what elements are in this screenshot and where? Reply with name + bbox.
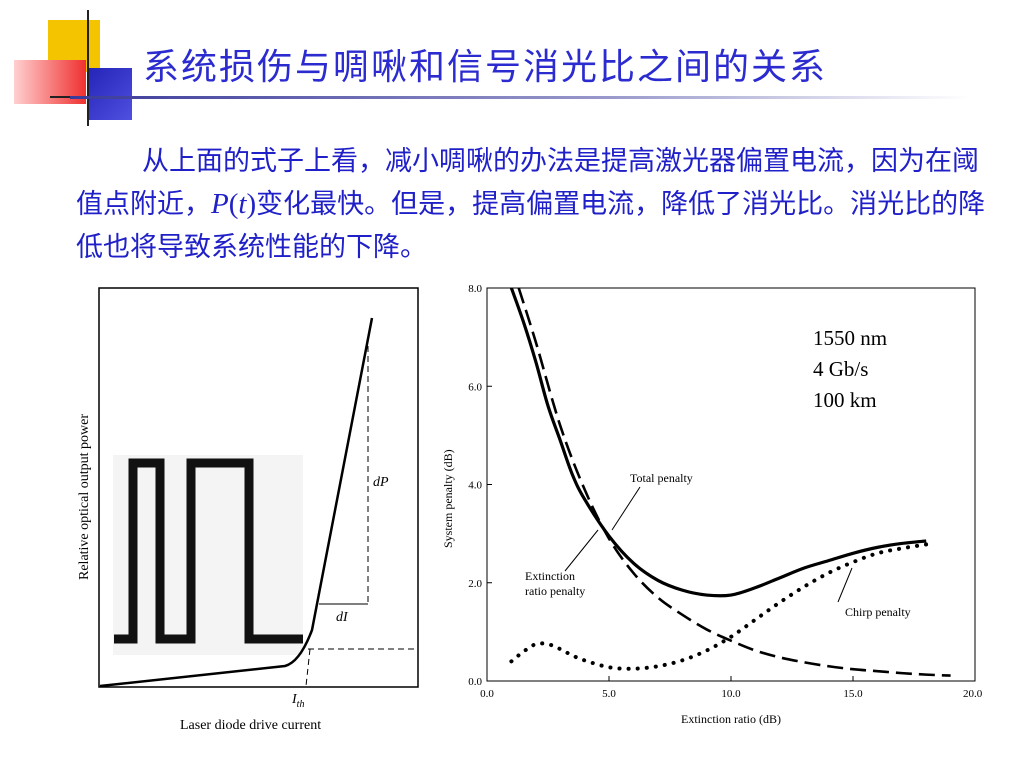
- chart-plot-frame: [486, 287, 976, 682]
- body-paragraph: 从上面的式子上看，减小啁啾的办法是提高激光器偏置电流，因为在阈值点附近，P(t)…: [76, 140, 988, 269]
- pi-diagram-frame: [98, 287, 419, 688]
- info-wavelength: 1550 nm: [813, 326, 888, 350]
- x-tick-label: 10.0: [721, 688, 741, 700]
- pi-curve: [99, 317, 374, 688]
- label-ith: Ith: [291, 692, 304, 710]
- info-bitrate: 4 Gb/s: [813, 357, 869, 381]
- chart-ylabel: System penalty (dB): [441, 449, 455, 548]
- y-tick-label: 0.0: [468, 676, 482, 688]
- label-dp: dP: [373, 475, 389, 490]
- square-waveform: [114, 458, 303, 644]
- para-symbol-t: t: [238, 188, 247, 220]
- para-symbol-P: P: [211, 188, 229, 220]
- pi-xlabel: Laser diode drive current: [180, 718, 321, 733]
- y-tick-label: 6.0: [468, 381, 482, 393]
- y-tick-label: 2.0: [468, 578, 482, 590]
- deco-vertical-line: [87, 10, 89, 126]
- annot-extinction-line2: ratio penalty: [525, 584, 585, 598]
- info-distance: 100 km: [813, 388, 877, 412]
- x-tick-label: 0.0: [480, 688, 494, 700]
- annot-total-arrow: [611, 486, 641, 531]
- pi-ylabel: Relative optical output power: [77, 414, 92, 580]
- title-underline: [70, 96, 970, 99]
- chart-xlabel: Extinction ratio (dB): [681, 712, 781, 726]
- para-text-1: 从上面的式子上看，减小啁啾的办法是提高激光器偏置电流，因为在阈值点附近，: [76, 146, 979, 220]
- chart-info-block: 1550 nm 4 Gb/s 100 km: [813, 323, 887, 416]
- waveform-photo: [113, 455, 303, 655]
- deco-blue-block: [88, 68, 132, 120]
- annot-total-penalty: Total penalty: [630, 471, 693, 485]
- x-tick-label: 5.0: [602, 688, 616, 700]
- para-text-2: 变化最快。但是，提高偏置电流，降低了消光比。消光比的降低也将导致系统性能的下降。: [76, 189, 986, 263]
- annot-chirp-arrow: [837, 567, 853, 603]
- para-paren-close: ): [246, 188, 257, 220]
- threshold-dashed-v: [305, 648, 311, 687]
- x-tick-label: 20.0: [963, 688, 983, 700]
- x-tick-label: 15.0: [843, 688, 863, 700]
- annot-chirp-penalty: Chirp penalty: [845, 605, 911, 619]
- para-paren-open: (: [228, 188, 239, 220]
- series-line-dotted: [509, 542, 929, 671]
- annot-extinction-line1: Extinction: [525, 569, 575, 583]
- y-tick-label: 4.0: [468, 480, 482, 492]
- annot-extinction-arrow: [564, 529, 599, 572]
- page-title: 系统损伤与啁啾和信号消光比之间的关系: [143, 47, 828, 88]
- y-tick-label: 8.0: [468, 283, 482, 295]
- label-di: dI: [336, 610, 349, 625]
